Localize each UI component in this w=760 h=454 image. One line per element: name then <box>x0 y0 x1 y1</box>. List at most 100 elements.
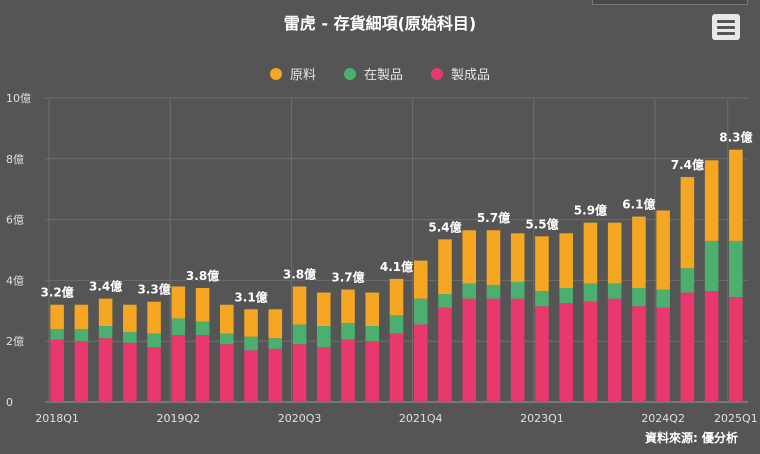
bar-raw <box>74 304 89 330</box>
data-label: 5.9億 <box>574 203 607 218</box>
bar-raw <box>341 289 355 323</box>
bar-wip <box>704 240 719 292</box>
bar-raw <box>535 236 549 292</box>
bar-finished <box>559 303 573 402</box>
bar-raw <box>316 292 331 326</box>
legend-label-raw: 原料 <box>289 68 316 83</box>
bar-finished <box>680 292 695 402</box>
bar-raw <box>50 304 64 330</box>
bar-wip <box>656 289 670 308</box>
data-label: 3.3億 <box>137 282 170 297</box>
y-tick-label: 8億 <box>6 153 24 166</box>
bar-raw <box>123 304 137 333</box>
data-label: 3.1億 <box>234 289 267 304</box>
bar-finished <box>171 335 186 402</box>
bar-finished <box>438 307 452 402</box>
bar-raw <box>365 292 380 326</box>
legend-marker-raw <box>269 67 282 80</box>
bar-finished <box>632 306 646 402</box>
bar-finished <box>413 324 428 402</box>
bar-finished <box>462 298 477 402</box>
data-label: 5.7億 <box>477 210 510 225</box>
bar-raw <box>195 288 210 322</box>
data-label: 3.8億 <box>186 268 219 283</box>
bar-wip <box>486 284 501 299</box>
bar-finished <box>607 298 622 402</box>
legend-item-raw[interactable]: 原料 <box>269 64 316 83</box>
bar-raw <box>147 301 161 334</box>
bar-wip <box>244 336 258 351</box>
legend-label-wip: 在製品 <box>363 68 403 83</box>
chart-title: 雷虎 - 存貨細項(原始科目) <box>283 14 477 33</box>
x-tick-label: 2018Q1 <box>35 412 79 425</box>
bar-raw <box>680 177 695 269</box>
legend-marker-wip <box>343 67 356 80</box>
y-tick-label: 6億 <box>6 214 24 227</box>
y-tick-label: 2億 <box>6 335 24 348</box>
bar-finished <box>123 342 137 402</box>
bar-wip <box>680 268 695 293</box>
x-tick-label: 2024Q2 <box>641 412 685 425</box>
x-tick-label: 2025Q1 <box>714 412 758 425</box>
legend-item-finished[interactable]: 製成品 <box>431 64 490 83</box>
bar-raw <box>171 286 186 319</box>
bar-raw <box>292 286 307 325</box>
data-label: 3.4億 <box>89 279 122 294</box>
bar-finished <box>268 348 283 402</box>
hamburger-icon <box>717 19 735 23</box>
chart-menu-button[interactable] <box>712 14 740 40</box>
bar-raw <box>244 309 258 337</box>
bar-finished <box>510 298 525 402</box>
bar-wip <box>583 283 598 302</box>
hamburger-icon <box>717 31 735 35</box>
bar-wip <box>123 332 137 343</box>
bar-raw <box>583 222 598 284</box>
bar-finished <box>729 297 743 402</box>
bar-wip <box>147 333 161 348</box>
legend-label-finished: 製成品 <box>451 68 491 83</box>
bar-finished <box>365 341 380 402</box>
bar-raw <box>220 304 234 334</box>
y-tick-label: 4億 <box>6 274 24 287</box>
data-label: 6.1億 <box>622 197 655 212</box>
x-tick-label: 2019Q2 <box>156 412 200 425</box>
data-label: 3.2億 <box>40 285 73 300</box>
y-tick-label: 10億 <box>6 92 31 105</box>
chart-legend: 原料 在製品 製成品 <box>0 64 760 83</box>
bar-raw <box>607 222 622 284</box>
bar-wip <box>535 291 549 307</box>
bar-finished <box>316 347 331 402</box>
bar-finished <box>535 306 549 402</box>
bar-wip <box>268 338 283 349</box>
bar-wip <box>195 321 210 336</box>
x-tick-label: 2021Q4 <box>399 412 443 425</box>
bar-raw <box>389 278 404 316</box>
x-tick-label: 2020Q3 <box>278 412 322 425</box>
bar-raw <box>632 216 646 288</box>
data-label: 5.4億 <box>428 219 461 234</box>
bar-wip <box>292 324 307 345</box>
bar-raw <box>98 298 113 326</box>
bar-finished <box>147 347 161 402</box>
hamburger-icon <box>717 25 735 29</box>
bar-raw <box>413 260 428 299</box>
legend-marker-finished <box>431 67 443 80</box>
data-label: 5.5億 <box>525 216 558 231</box>
bar-raw <box>559 233 573 288</box>
bar-wip <box>607 283 622 299</box>
bar-finished <box>656 307 670 402</box>
top-tab-strip <box>592 0 748 5</box>
bar-raw <box>656 210 670 290</box>
bar-finished <box>486 298 501 402</box>
data-source-credit: 資料來源: 優分析 <box>645 431 738 445</box>
bar-finished <box>341 339 355 402</box>
bar-wip <box>389 315 404 334</box>
bar-wip <box>74 329 89 342</box>
bar-wip <box>341 322 355 340</box>
data-label: 7.4億 <box>671 157 704 172</box>
legend-item-wip[interactable]: 在製品 <box>343 64 403 83</box>
data-label: 8.3億 <box>719 130 752 145</box>
bar-wip <box>438 294 452 308</box>
bar-finished <box>74 341 89 402</box>
